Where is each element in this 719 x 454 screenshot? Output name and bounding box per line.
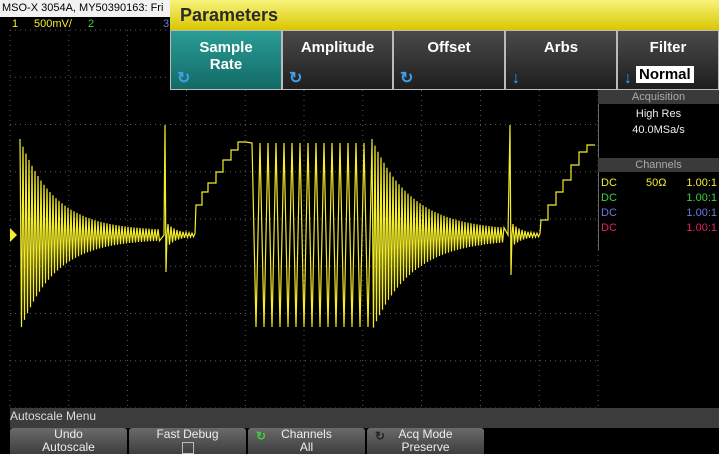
channel-probe: 1.00:1 [686, 192, 717, 204]
softkey-value: Normal [636, 66, 694, 83]
softkey[interactable]: ↻ Acq Mode Preserve [367, 428, 484, 454]
softkey[interactable]: ↻ Channels All [248, 428, 365, 454]
softkey-label: Rate [209, 56, 243, 73]
channel-number: 1 [12, 18, 19, 30]
softkey[interactable]: Undo Autoscale [10, 428, 127, 454]
softkey[interactable]: Fast Debug [129, 428, 246, 454]
softkey[interactable]: Amplitude ↻ [282, 30, 393, 90]
channel-number: 2 [88, 18, 95, 30]
channel-coupling: DC [601, 192, 617, 204]
knob-icon: ↻ [177, 70, 191, 87]
submenu-icon: ↓ [624, 70, 632, 87]
softkey-label: Offset [427, 39, 471, 56]
softkey-label: All [299, 440, 314, 454]
channel-probe: 1.00:1 [686, 177, 717, 189]
acq-mode: High Res [635, 108, 682, 120]
checkbox[interactable] [181, 442, 194, 454]
knob-icon: ↻ [289, 70, 303, 87]
softkey-label: Amplitude [300, 39, 375, 56]
softkey-label: Filter [649, 39, 687, 56]
softkey-label: Autoscale [42, 440, 95, 454]
panel-title: Acquisition [598, 90, 719, 104]
knob-icon: ↻ [256, 429, 267, 443]
channel-probe: 1.00:1 [686, 207, 717, 219]
sample-rate: 40.0MSa/s [632, 124, 685, 136]
softkey-label: Arbs [543, 39, 579, 56]
channel-impedance: 50Ω [646, 177, 667, 189]
channel-probe: 1.00:1 [686, 222, 717, 234]
channel-scale: 500mV/ [34, 18, 72, 30]
menu-title: Parameters [170, 0, 719, 30]
menu-title: Autoscale Menu [10, 409, 97, 423]
softkey[interactable]: Offset ↻ [393, 30, 505, 90]
softkey-label: Acq Mode [398, 427, 453, 441]
channel-coupling: DC [601, 177, 617, 189]
menu-bar [10, 408, 719, 428]
softkey-label: Fast Debug [156, 427, 219, 441]
knob-icon: ↻ [400, 70, 414, 87]
knob-icon: ↻ [375, 429, 386, 443]
softkey[interactable]: Sample Rate ↻ [170, 30, 282, 90]
channel-row: DC 1.00:1 [598, 206, 719, 221]
channel-row: DC 1.00:1 [598, 221, 719, 236]
channel-number: 3 [163, 18, 170, 30]
instrument-header: MSO-X 3054A, MY50390163: Fri [0, 0, 172, 17]
channel-coupling: DC [601, 207, 617, 219]
channel-row: DC 50Ω 1.00:1 [598, 176, 719, 191]
softkey[interactable]: Filter ↓ Normal [617, 30, 719, 90]
softkey-label: Sample [199, 39, 253, 56]
waveform [19, 124, 595, 328]
channel-1-marker [10, 228, 17, 242]
channel-row: DC 1.00:1 [598, 191, 719, 206]
softkey[interactable]: Arbs ↓ [505, 30, 617, 90]
channel-coupling: DC [601, 222, 617, 234]
softkey-label: Undo [54, 427, 83, 441]
submenu-icon: ↓ [512, 70, 520, 87]
softkey-label: Channels [281, 427, 332, 441]
panel-title: Channels [598, 158, 719, 172]
softkey-label: Preserve [401, 440, 450, 454]
